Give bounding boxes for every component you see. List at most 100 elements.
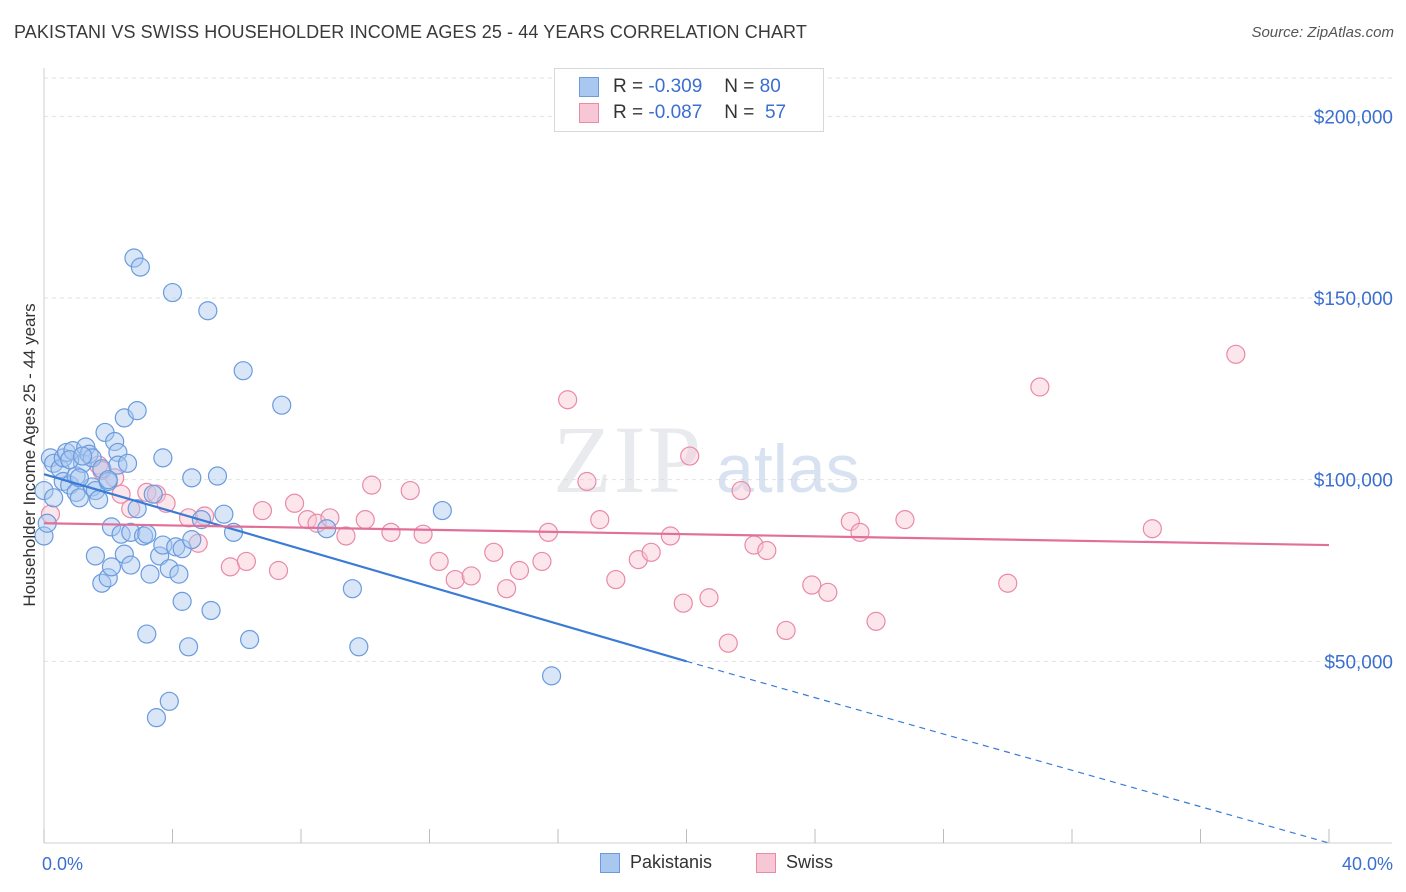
data-point-pakistanis [85,546,106,566]
data-point-pakistanis [201,600,221,621]
data-point-pakistanis [127,401,147,421]
data-point-pakistanis [182,468,202,488]
data-point-pakistanis [79,444,99,464]
data-point-pakistanis [159,691,179,711]
y-axis-label: Householder Income Ages 25 - 44 years [20,303,39,607]
data-point-pakistanis [98,470,118,490]
data-point-pakistanis [121,522,141,542]
legend-r-value: -0.309 [648,76,703,97]
series-label-pakistanis: Pakistanis [630,852,713,872]
series-swatch-swiss [756,852,776,873]
legend-r-value: -0.087 [648,102,703,123]
data-point-swiss [445,569,465,590]
x-tick-label: 0.0% [42,854,83,874]
data-point-swiss [680,446,700,466]
data-point-pakistanis [72,446,93,466]
data-point-swiss [400,480,420,501]
series-label-swiss: Swiss [786,852,834,872]
data-point-pakistanis [140,564,160,584]
data-point-pakistanis [169,564,189,584]
data-point-pakistanis [150,546,170,566]
data-point-swiss [1226,344,1246,364]
data-point-swiss [1030,377,1050,397]
legend-n-value: 80 [759,76,781,97]
data-point-pakistanis [207,466,228,486]
data-point-swiss [606,569,626,590]
data-point-swiss [236,551,256,572]
data-point-pakistanis [89,490,109,510]
axes [43,68,1392,844]
data-point-swiss [429,551,449,572]
y-tick-label: $50,000 [1324,652,1393,673]
data-point-swiss [532,551,552,572]
data-point-pakistanis [146,708,167,728]
data-point-pakistanis [117,453,138,473]
data-point-pakistanis [108,455,128,475]
data-point-pakistanis [342,579,362,599]
trend-line-pakistanis-extrapolated [686,660,1330,844]
data-point-swiss [641,542,661,562]
y-tick-label: $200,000 [1314,107,1393,128]
data-point-pakistanis [53,448,73,468]
series-legend: Pakistanis Swiss [0,852,1406,876]
data-point-swiss [998,573,1018,593]
legend-swatch-swiss [579,103,599,123]
y-tick-label: $150,000 [1314,289,1393,310]
data-point-swiss [895,510,915,530]
data-point-swiss [89,455,109,475]
data-point-swiss [660,526,681,546]
legend-swatch-pakistanis [579,77,599,97]
data-point-pakistanis [44,488,64,508]
data-point-swiss [757,540,777,561]
trend-lines [43,473,1330,844]
data-point-swiss [220,557,240,577]
data-point-pakistanis [82,448,102,468]
data-point-pakistanis [153,448,173,468]
data-point-pakistanis [34,526,54,546]
data-point-pakistanis [432,500,452,521]
data-point-pakistanis [166,537,186,557]
data-point-swiss [484,542,504,562]
legend-row-pakistanis: R = -0.309 N = 80 [579,75,781,99]
data-point-pakistanis [162,282,183,303]
legend-n-label: N = [724,102,755,123]
data-point-swiss [413,524,433,544]
data-point-swiss [252,500,273,521]
data-point-pakistanis [34,480,54,501]
data-point-pakistanis [114,544,134,564]
watermark: ZIP atlas [553,406,860,513]
trend-line-pakistanis [43,473,687,663]
x-tick-label: 40.0% [1342,854,1393,874]
data-point-swiss [731,480,751,501]
data-point-swiss [558,390,578,410]
data-point-swiss [284,493,305,513]
data-point-swiss [268,560,289,581]
data-point-pakistanis [198,301,218,321]
data-point-pakistanis [105,431,125,452]
data-point-pakistanis [101,557,122,577]
data-point-swiss [866,611,886,631]
series-swatch-pakistanis [600,852,620,873]
chart-source: Source: ZipAtlas.com [1251,24,1394,41]
data-point-swiss [699,588,719,608]
series-legend-pakistanis: Pakistanis [600,852,712,873]
data-point-pakistanis [133,526,154,546]
data-point-pakistanis [182,530,202,550]
data-point-swiss [336,526,356,546]
data-point-swiss [802,575,822,595]
data-point-pakistanis [541,666,562,686]
data-point-pakistanis [240,629,260,650]
data-point-pakistanis [130,257,150,277]
data-point-pakistanis [137,624,157,644]
data-point-swiss [461,566,481,586]
data-point-pakistanis [143,484,163,504]
data-point-swiss [840,511,860,532]
data-point-swiss [509,560,530,581]
tick-labels: $50,000 $100,000 $150,000 $200,000 0.0% 40.0% [42,107,1393,874]
data-point-swiss [497,579,517,599]
data-point-pakistanis [214,504,234,524]
data-point-pakistanis [60,450,80,470]
watermark-atlas: atlas [716,431,860,507]
watermark-zip: ZIP [553,406,703,513]
